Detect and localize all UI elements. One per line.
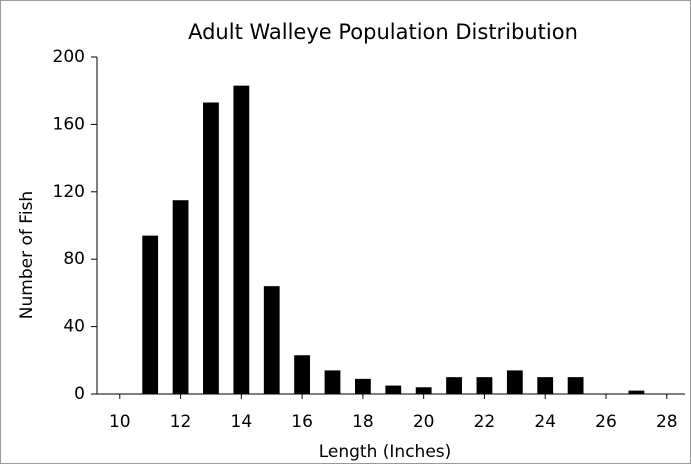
bar (385, 385, 402, 394)
y-tick-label: 200 (53, 47, 85, 67)
bar (537, 377, 554, 394)
bar (415, 387, 432, 394)
bar (506, 370, 523, 394)
bar (263, 286, 280, 394)
x-tick-label: 14 (231, 412, 253, 432)
x-tick-label: 28 (656, 412, 678, 432)
chart-title: Adult Walleye Population Distribution (188, 20, 578, 44)
x-tick-label: 12 (170, 412, 192, 432)
bar (233, 85, 250, 395)
x-tick-label: 20 (413, 412, 435, 432)
x-tick-label: 18 (352, 412, 374, 432)
y-tick-label: 0 (74, 384, 85, 404)
bar (203, 102, 219, 395)
bar (567, 377, 584, 394)
x-axis-label: Length (Inches) (319, 442, 452, 462)
bar (324, 370, 341, 394)
bar (294, 355, 311, 394)
y-tick-label: 40 (63, 317, 85, 337)
bar (476, 377, 493, 394)
x-tick-label: 26 (595, 412, 617, 432)
y-tick-label: 120 (53, 182, 85, 202)
x-tick-label: 24 (534, 412, 556, 432)
y-tick-label: 160 (53, 114, 85, 134)
x-tick-label: 10 (109, 412, 131, 432)
bar (446, 377, 462, 394)
bar (172, 200, 189, 394)
bar (354, 378, 371, 394)
bar (142, 235, 159, 394)
x-tick-label: 22 (474, 412, 496, 432)
bar (628, 390, 645, 394)
y-axis-label: Number of Fish (17, 191, 37, 319)
x-tick-label: 16 (291, 412, 313, 432)
y-tick-label: 80 (63, 249, 85, 269)
